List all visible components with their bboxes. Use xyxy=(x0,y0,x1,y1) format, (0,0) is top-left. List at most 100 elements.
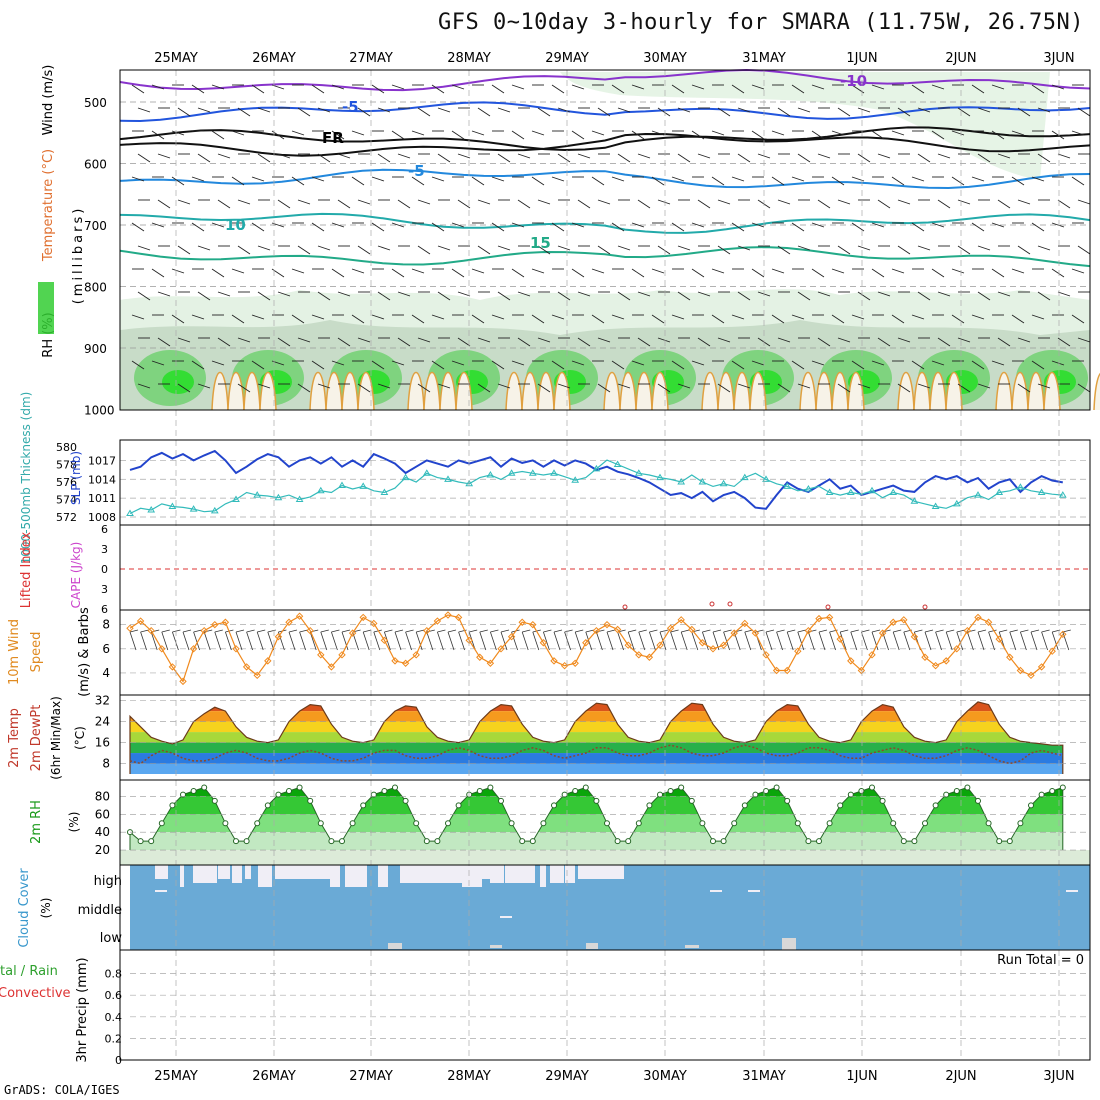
wind-barb xyxy=(357,199,371,205)
rh2-marker xyxy=(837,802,844,809)
wind-barb xyxy=(597,337,611,343)
cape-marker xyxy=(922,604,928,610)
wind10-barb xyxy=(850,629,859,633)
wind-barb xyxy=(651,268,665,274)
wind-barb xyxy=(357,383,371,393)
wind10-barb xyxy=(415,631,423,651)
wind-barb xyxy=(851,314,865,320)
wind-barb xyxy=(557,383,571,389)
wind-barb xyxy=(277,153,291,159)
wind-barb xyxy=(1071,130,1085,136)
wind10-marker xyxy=(486,659,495,667)
wind10-marker xyxy=(465,636,473,645)
wind-barb xyxy=(137,291,151,301)
wind-barb xyxy=(217,337,231,347)
wind-barb xyxy=(537,245,551,255)
wind-barb xyxy=(391,268,405,278)
wind-barb xyxy=(351,176,365,186)
wind-barb xyxy=(231,130,245,136)
temp-band xyxy=(130,721,1063,733)
wind10-barb xyxy=(564,629,573,633)
wind-barb xyxy=(911,360,925,370)
wind10-barb xyxy=(203,631,211,651)
wind10-barb xyxy=(310,629,319,633)
thickness-marker xyxy=(401,473,410,481)
wind-barb xyxy=(557,245,571,251)
wind10-marker xyxy=(380,636,389,645)
wind10-barb xyxy=(469,629,478,633)
wind-barb xyxy=(191,360,205,370)
temp-tick: 16 xyxy=(95,736,110,750)
wind10-barb xyxy=(373,629,382,633)
wind-barb xyxy=(777,245,791,255)
thickness-marker xyxy=(338,481,346,488)
rh-shade-upper xyxy=(560,72,1050,180)
wind-barb xyxy=(737,107,751,113)
wind10-barb xyxy=(776,631,783,651)
thickness-marker xyxy=(974,491,982,498)
thickness-marker xyxy=(507,469,516,476)
wind-barb xyxy=(551,176,565,182)
cloud-high xyxy=(275,865,330,879)
wind10-marker xyxy=(847,657,855,665)
wind10-barb xyxy=(596,631,603,651)
wind-barb xyxy=(431,360,445,370)
rh2-marker xyxy=(169,802,176,809)
top-day-label: 27MAY xyxy=(349,51,393,66)
precip-label-a: tal / Rain xyxy=(0,964,58,979)
wind10-marker xyxy=(900,616,908,624)
wind-barb xyxy=(817,199,831,209)
temp-band xyxy=(130,732,1063,743)
wind-barb xyxy=(977,107,991,113)
wind-barb xyxy=(297,107,311,117)
wind-barb xyxy=(591,314,605,324)
wind10-marker xyxy=(709,645,717,653)
temp-lobe xyxy=(407,372,425,411)
wind-barb xyxy=(131,314,145,320)
wind-barb xyxy=(171,130,185,136)
wind10-marker xyxy=(624,641,632,649)
wind-barb xyxy=(1011,314,1025,324)
rh2-tick: 80 xyxy=(95,789,110,803)
wind10-marker xyxy=(783,666,791,675)
thickness-marker xyxy=(380,488,389,495)
wind-barb xyxy=(951,176,965,186)
wind-barb xyxy=(831,268,845,274)
thickness-marker xyxy=(762,475,770,482)
wind-barb xyxy=(1057,291,1071,297)
cloud-high-thin xyxy=(155,890,167,892)
wind10-barb xyxy=(437,629,446,633)
temp-lobe xyxy=(505,372,523,411)
wind-barb xyxy=(737,291,751,301)
thickness-marker xyxy=(995,488,1004,495)
wind-barb xyxy=(671,360,685,370)
wind-barb xyxy=(577,337,591,347)
wind-barb xyxy=(517,153,531,159)
rh2-marker xyxy=(307,797,314,804)
wind10-barb xyxy=(1041,629,1050,633)
temp-lobe xyxy=(635,372,653,411)
temp-lobe xyxy=(701,372,719,411)
wind-barb xyxy=(531,268,545,274)
upper-air-tick: 900 xyxy=(84,342,107,356)
thickness-marker xyxy=(613,460,622,467)
wind-barb xyxy=(751,268,765,278)
rh2-marker xyxy=(296,784,303,791)
wind10-barb xyxy=(320,631,328,651)
precip-label-c: 3hr Precip (mm) xyxy=(75,957,90,1062)
wind-barb xyxy=(597,107,611,117)
wind-barb xyxy=(437,107,451,113)
wind10-barb xyxy=(172,631,179,651)
wind10-barb xyxy=(182,631,190,651)
wind-barb xyxy=(237,383,251,393)
cloud-high xyxy=(345,865,367,887)
wind-barb xyxy=(737,245,751,251)
bottom-day-label: 2JUN xyxy=(945,1069,976,1084)
wind-barb xyxy=(1037,291,1051,301)
wind-barb xyxy=(377,291,391,301)
wind-barb xyxy=(351,314,365,324)
wind-barb xyxy=(471,130,485,136)
temp-line xyxy=(129,701,1064,774)
wind10-marker xyxy=(539,639,548,647)
wind10-barb xyxy=(871,631,879,651)
